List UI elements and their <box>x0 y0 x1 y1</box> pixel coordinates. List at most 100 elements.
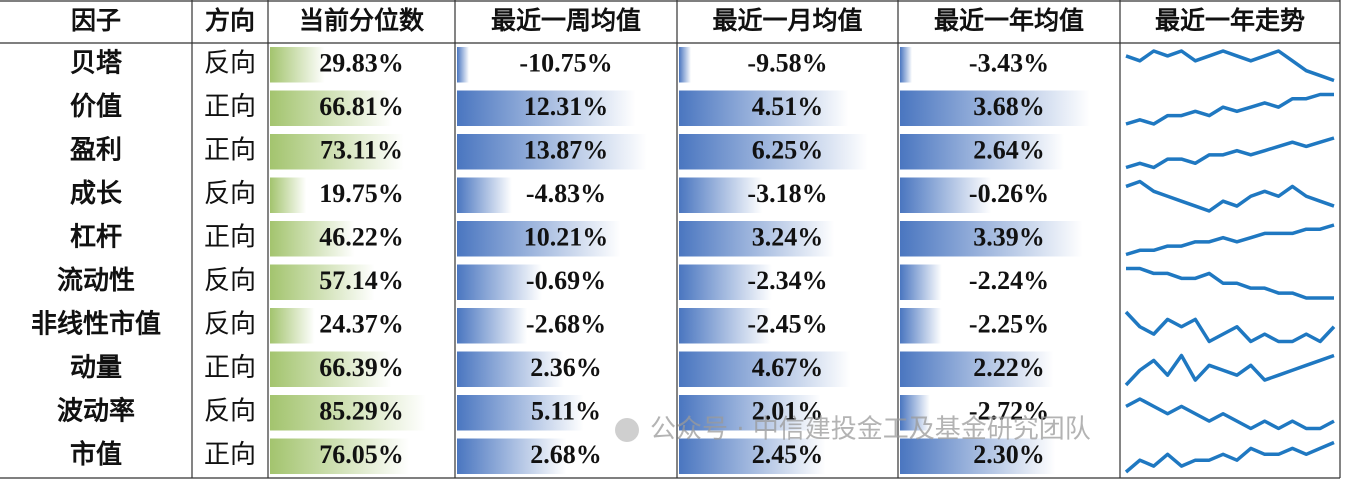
data-bar <box>900 395 930 431</box>
data-bar <box>900 221 1083 257</box>
data-bar <box>679 395 821 431</box>
cell-value: -0.69% <box>526 266 606 295</box>
cell-value: 2.36% <box>530 353 602 382</box>
cell-value: 2.01% <box>752 397 824 426</box>
data-bar <box>900 308 942 344</box>
data-bar <box>900 177 992 213</box>
cell-value: 46.22% <box>319 223 404 252</box>
sparkline <box>1125 92 1334 126</box>
data-bar <box>679 177 763 213</box>
percentile-bar <box>270 395 427 431</box>
sparkline <box>1124 440 1335 474</box>
cell-value: -3.18% <box>747 179 827 208</box>
cell-value: -2.72% <box>969 397 1049 426</box>
direction: 反向 <box>204 266 256 295</box>
cell-value: -2.68% <box>526 310 606 339</box>
percentile-bar <box>270 221 355 257</box>
cell-value: 3.39% <box>973 223 1045 252</box>
direction: 反向 <box>204 49 256 78</box>
percentile-bar <box>270 308 315 344</box>
cell-value: -0.26% <box>969 179 1049 208</box>
data-bar <box>900 438 1056 474</box>
cell-value: -2.34% <box>747 266 827 295</box>
direction: 正向 <box>204 353 256 382</box>
data-bar <box>457 264 542 300</box>
data-bar <box>900 47 912 83</box>
factor-name: 贝塔 <box>70 49 123 78</box>
watermark-icon <box>615 418 639 442</box>
column-header: 最近一月均值 <box>712 7 862 35</box>
cell-value: 66.39% <box>319 353 404 382</box>
data-bar <box>900 264 942 300</box>
data-bar <box>679 134 868 170</box>
factor-name: 动量 <box>70 353 122 382</box>
sparkline <box>1124 353 1335 387</box>
data-bar <box>679 47 691 83</box>
cell-value: -10.75% <box>519 49 612 78</box>
data-bar <box>457 47 469 83</box>
direction: 反向 <box>204 397 256 426</box>
data-bar <box>457 134 647 170</box>
cell-value: 4.67% <box>752 353 824 382</box>
column-header: 最近一年均值 <box>934 6 1084 35</box>
data-bar <box>900 90 1090 126</box>
factor-name: 非线性市值 <box>31 309 161 339</box>
cell-value: 24.37% <box>319 310 404 339</box>
column-header: 最近一周均值 <box>491 7 641 35</box>
cell-value: -2.24% <box>969 266 1049 295</box>
data-bar <box>457 90 636 126</box>
cell-value: 4.51% <box>752 92 824 121</box>
cell-value: 13.87% <box>524 136 609 165</box>
data-bar <box>679 308 771 344</box>
cell-value: 5.11% <box>531 397 601 426</box>
factor-name: 价值 <box>70 92 122 121</box>
cell-value: 2.64% <box>973 136 1045 165</box>
data-bar <box>457 438 567 474</box>
data-bar <box>457 351 564 387</box>
sparkline <box>1124 310 1336 344</box>
direction: 正向 <box>204 223 256 252</box>
sparkline <box>1125 179 1335 213</box>
cell-value: -2.45% <box>747 310 827 339</box>
column-header: 因子 <box>71 7 121 35</box>
cell-value: -2.25% <box>969 310 1049 339</box>
column-header: 最近一年走势 <box>1155 6 1305 35</box>
percentile-bar <box>270 134 404 170</box>
factor-name: 波动率 <box>57 396 135 426</box>
data-bar <box>457 221 621 257</box>
percentile-bar <box>270 47 325 83</box>
percentile-bar <box>270 438 410 474</box>
cell-value: 2.68% <box>530 440 602 469</box>
cell-value: -3.43% <box>969 49 1049 78</box>
cell-value: 2.45% <box>752 440 824 469</box>
factor-name: 盈利 <box>69 136 122 165</box>
data-bar <box>900 134 1064 170</box>
factor-name: 市值 <box>70 439 122 469</box>
cell-value: -4.83% <box>526 179 606 208</box>
cell-value: 57.14% <box>319 266 404 295</box>
sparkline <box>1125 49 1335 83</box>
cell-value: 6.25% <box>752 136 824 165</box>
data-bar <box>679 438 826 474</box>
direction: 正向 <box>204 440 256 469</box>
factor-name: 流动性 <box>57 266 135 295</box>
percentile-bar <box>270 264 375 300</box>
data-bar <box>679 221 835 257</box>
column-header: 方向 <box>205 6 255 35</box>
data-bar <box>457 395 584 431</box>
factor-name: 杠杆 <box>70 223 122 252</box>
data-bar <box>457 308 528 344</box>
cell-value: 29.83% <box>319 49 404 78</box>
cell-value: 2.30% <box>973 440 1045 469</box>
cell-value: 73.11% <box>320 136 403 165</box>
cell-value: -9.58% <box>747 49 827 78</box>
column-header: 当前分位数 <box>299 6 425 35</box>
cell-value: 3.24% <box>752 223 824 252</box>
percentile-bar <box>270 90 393 126</box>
data-bar <box>457 177 512 213</box>
sparkline <box>1126 266 1334 300</box>
cell-value: 66.81% <box>319 92 404 121</box>
cell-value: 85.29% <box>319 397 404 426</box>
cell-value: 3.68% <box>973 92 1045 121</box>
